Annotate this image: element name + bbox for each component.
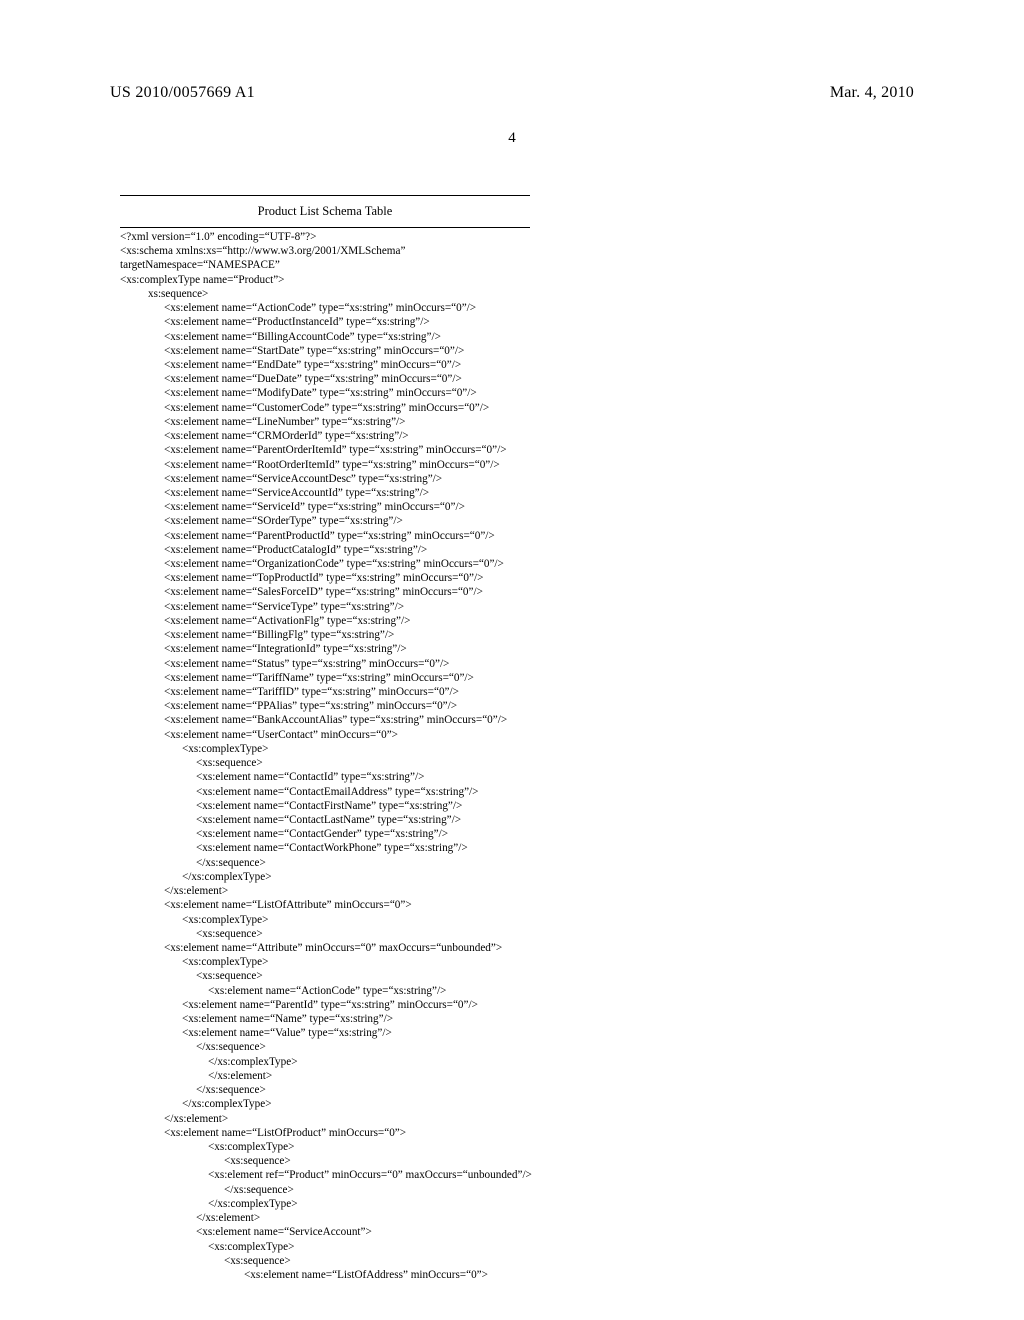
code-line: <xs:element ref=“Product” minOccurs=“0” … <box>208 1168 530 1182</box>
code-line: <xs:complexType> <box>182 955 530 969</box>
code-line: <xs:element name=“ServiceAccount”> <box>196 1225 530 1239</box>
code-line: <xs:element name=“EndDate” type=“xs:stri… <box>164 358 530 372</box>
code-line: <xs:complexType> <box>182 742 530 756</box>
code-line: <xs:element name=“ContactEmailAddress” t… <box>196 785 530 799</box>
code-line: <xs:element name=“BankAccountAlias” type… <box>164 713 530 727</box>
code-line: <xs:element name=“ParentOrderItemId” typ… <box>164 443 530 457</box>
code-line: xs:sequence> <box>148 287 530 301</box>
publication-number: US 2010/0057669 A1 <box>110 84 255 102</box>
code-line: <xs:element name=“ListOfAddress” minOccu… <box>244 1268 530 1282</box>
code-line: <xs:element name=“ContactId” type=“xs:st… <box>196 770 530 784</box>
code-line: <xs:element name=“BillingAccountCode” ty… <box>164 330 530 344</box>
code-line: <xs:element name=“CRMOrderId” type=“xs:s… <box>164 429 530 443</box>
code-line: </xs:sequence> <box>224 1183 530 1197</box>
code-line: <xs:element name=“ContactGender” type=“x… <box>196 827 530 841</box>
page-number: 4 <box>110 130 914 147</box>
code-line: </xs:complexType> <box>208 1197 530 1211</box>
code-line: <xs:element name=“ActionCode” type=“xs:s… <box>208 984 530 998</box>
code-line: <?xml version=“1.0” encoding=“UTF-8”?> <box>120 230 530 244</box>
code-line: <xs:element name=“ServiceAccountDesc” ty… <box>164 472 530 486</box>
code-line: </xs:sequence> <box>196 1040 530 1054</box>
code-line: <xs:complexType> <box>208 1240 530 1254</box>
rule-mid <box>120 227 530 228</box>
code-line: <xs:sequence> <box>224 1254 530 1268</box>
code-line: <xs:element name=“TariffID” type=“xs:str… <box>164 685 530 699</box>
code-line: <xs:element name=“ProductCatalogId” type… <box>164 543 530 557</box>
code-line: <xs:element name=“BillingFlg” type=“xs:s… <box>164 628 530 642</box>
code-line: <xs:element name=“ContactLastName” type=… <box>196 813 530 827</box>
code-line: </xs:element> <box>196 1211 530 1225</box>
code-line: <xs:element name=“RootOrderItemId” type=… <box>164 458 530 472</box>
rule-top <box>120 195 530 196</box>
code-line: </xs:complexType> <box>182 1097 530 1111</box>
code-line: <xs:sequence> <box>196 756 530 770</box>
code-line: </xs:element> <box>164 884 530 898</box>
page-header: US 2010/0057669 A1 Mar. 4, 2010 <box>110 84 914 102</box>
code-line: <xs:element name=“ProductInstanceId” typ… <box>164 315 530 329</box>
code-line: <xs:element name=“ListOfAttribute” minOc… <box>164 898 530 912</box>
code-line: <xs:element name=“ParentProductId” type=… <box>164 529 530 543</box>
code-line: </xs:element> <box>208 1069 530 1083</box>
code-line: <xs:complexType> <box>182 913 530 927</box>
code-line: <xs:element name=“SOrderType” type=“xs:s… <box>164 514 530 528</box>
code-line: </xs:element> <box>164 1112 530 1126</box>
code-line: <xs:element name=“ServiceAccountId” type… <box>164 486 530 500</box>
code-line: <xs:complexType> <box>208 1140 530 1154</box>
code-line: <xs:element name=“Name” type=“xs:string”… <box>182 1012 530 1026</box>
patent-page: US 2010/0057669 A1 Mar. 4, 2010 4 Produc… <box>0 0 1024 1320</box>
schema-table-block: Product List Schema Table <?xml version=… <box>120 195 530 1282</box>
code-line: </xs:complexType> <box>182 870 530 884</box>
code-line: <xs:element name=“ContactFirstName” type… <box>196 799 530 813</box>
code-line: <xs:element name=“Attribute” minOccurs=“… <box>164 941 530 955</box>
code-line: <xs:element name=“PPAlias” type=“xs:stri… <box>164 699 530 713</box>
code-line: <xs:element name=“ParentId” type=“xs:str… <box>182 998 530 1012</box>
code-line: <xs:element name=“ListOfProduct” minOccu… <box>164 1126 530 1140</box>
code-line: </xs:complexType> <box>208 1055 530 1069</box>
code-line: <xs:element name=“OrganizationCode” type… <box>164 557 530 571</box>
code-line: <xs:element name=“IntegrationId” type=“x… <box>164 642 530 656</box>
code-line: <xs:element name=“DueDate” type=“xs:stri… <box>164 372 530 386</box>
code-line: <xs:complexType name=“Product”> <box>120 273 530 287</box>
code-line: <xs:element name=“ActionCode” type=“xs:s… <box>164 301 530 315</box>
code-line: <xs:element name=“ActivationFlg” type=“x… <box>164 614 530 628</box>
code-line: <xs:element name=“UserContact” minOccurs… <box>164 728 530 742</box>
code-line: </xs:sequence> <box>196 1083 530 1097</box>
code-line: <xs:element name=“ContactWorkPhone” type… <box>196 841 530 855</box>
code-line: <xs:element name=“ServiceId” type=“xs:st… <box>164 500 530 514</box>
code-line: <xs:element name=“ModifyDate” type=“xs:s… <box>164 386 530 400</box>
code-line: <xs:sequence> <box>196 969 530 983</box>
xml-schema-code: <?xml version=“1.0” encoding=“UTF-8”?><x… <box>120 230 530 1282</box>
code-line: <xs:element name=“StartDate” type=“xs:st… <box>164 344 530 358</box>
code-line: targetNamespace=“NAMESPACE” <box>120 258 530 272</box>
code-line: </xs:sequence> <box>196 856 530 870</box>
code-line: <xs:element name=“ServiceType” type=“xs:… <box>164 600 530 614</box>
publication-date: Mar. 4, 2010 <box>830 84 914 102</box>
code-line: <xs:sequence> <box>224 1154 530 1168</box>
code-line: <xs:schema xmlns:xs=“http://www.w3.org/2… <box>120 244 530 258</box>
table-title: Product List Schema Table <box>120 202 530 221</box>
code-line: <xs:element name=“CustomerCode” type=“xs… <box>164 401 530 415</box>
code-line: <xs:sequence> <box>196 927 530 941</box>
code-line: <xs:element name=“TopProductId” type=“xs… <box>164 571 530 585</box>
code-line: <xs:element name=“TariffName” type=“xs:s… <box>164 671 530 685</box>
code-line: <xs:element name=“LineNumber” type=“xs:s… <box>164 415 530 429</box>
code-line: <xs:element name=“SalesForceID” type=“xs… <box>164 585 530 599</box>
code-line: <xs:element name=“Value” type=“xs:string… <box>182 1026 530 1040</box>
code-line: <xs:element name=“Status” type=“xs:strin… <box>164 657 530 671</box>
